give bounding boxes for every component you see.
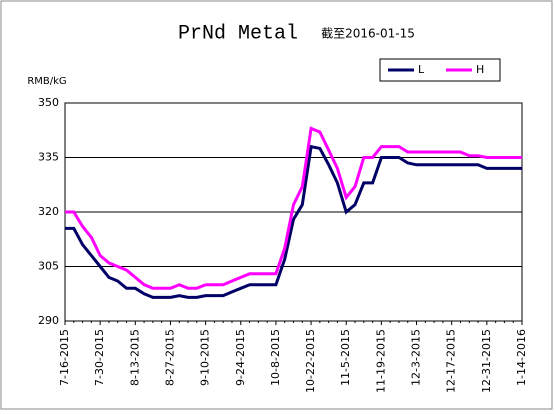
- x-tick-label: 1-14-2016: [515, 329, 528, 386]
- x-tick-label: 8-13-2015: [128, 329, 141, 386]
- y-tick-label: 290: [38, 314, 59, 327]
- legend-label: L: [418, 63, 425, 76]
- x-tick-label: 8-27-2015: [163, 329, 176, 386]
- y-tick-label: 305: [38, 260, 59, 273]
- x-tick-label: 12-17-2015: [445, 329, 458, 393]
- x-tick-label: 12-3-2015: [410, 329, 423, 386]
- y-tick-label: 335: [38, 151, 59, 164]
- chart-title: PrNd Metal: [178, 22, 298, 45]
- x-tick-label: 11-5-2015: [339, 329, 352, 386]
- x-tick-label: 10-8-2015: [269, 329, 282, 386]
- x-tick-label: 9-24-2015: [234, 329, 247, 386]
- legend-label: H: [476, 63, 484, 76]
- x-tick-label: 11-19-2015: [374, 329, 387, 393]
- y-axis-title: RMB/kG: [27, 76, 66, 87]
- x-tick-label: 7-16-2015: [58, 329, 71, 386]
- x-tick-label: 7-30-2015: [93, 329, 106, 386]
- x-tick-label: 10-22-2015: [304, 329, 317, 393]
- x-tick-label: 9-10-2015: [199, 329, 212, 386]
- chart-subtitle: 截至2016-01-15: [321, 27, 415, 41]
- y-tick-label: 350: [38, 96, 59, 109]
- series-line: [65, 126, 522, 290]
- legend-box: [379, 58, 501, 82]
- y-tick-label: 320: [38, 205, 59, 218]
- series-line: [65, 144, 522, 299]
- x-tick-label: 12-31-2015: [480, 329, 493, 393]
